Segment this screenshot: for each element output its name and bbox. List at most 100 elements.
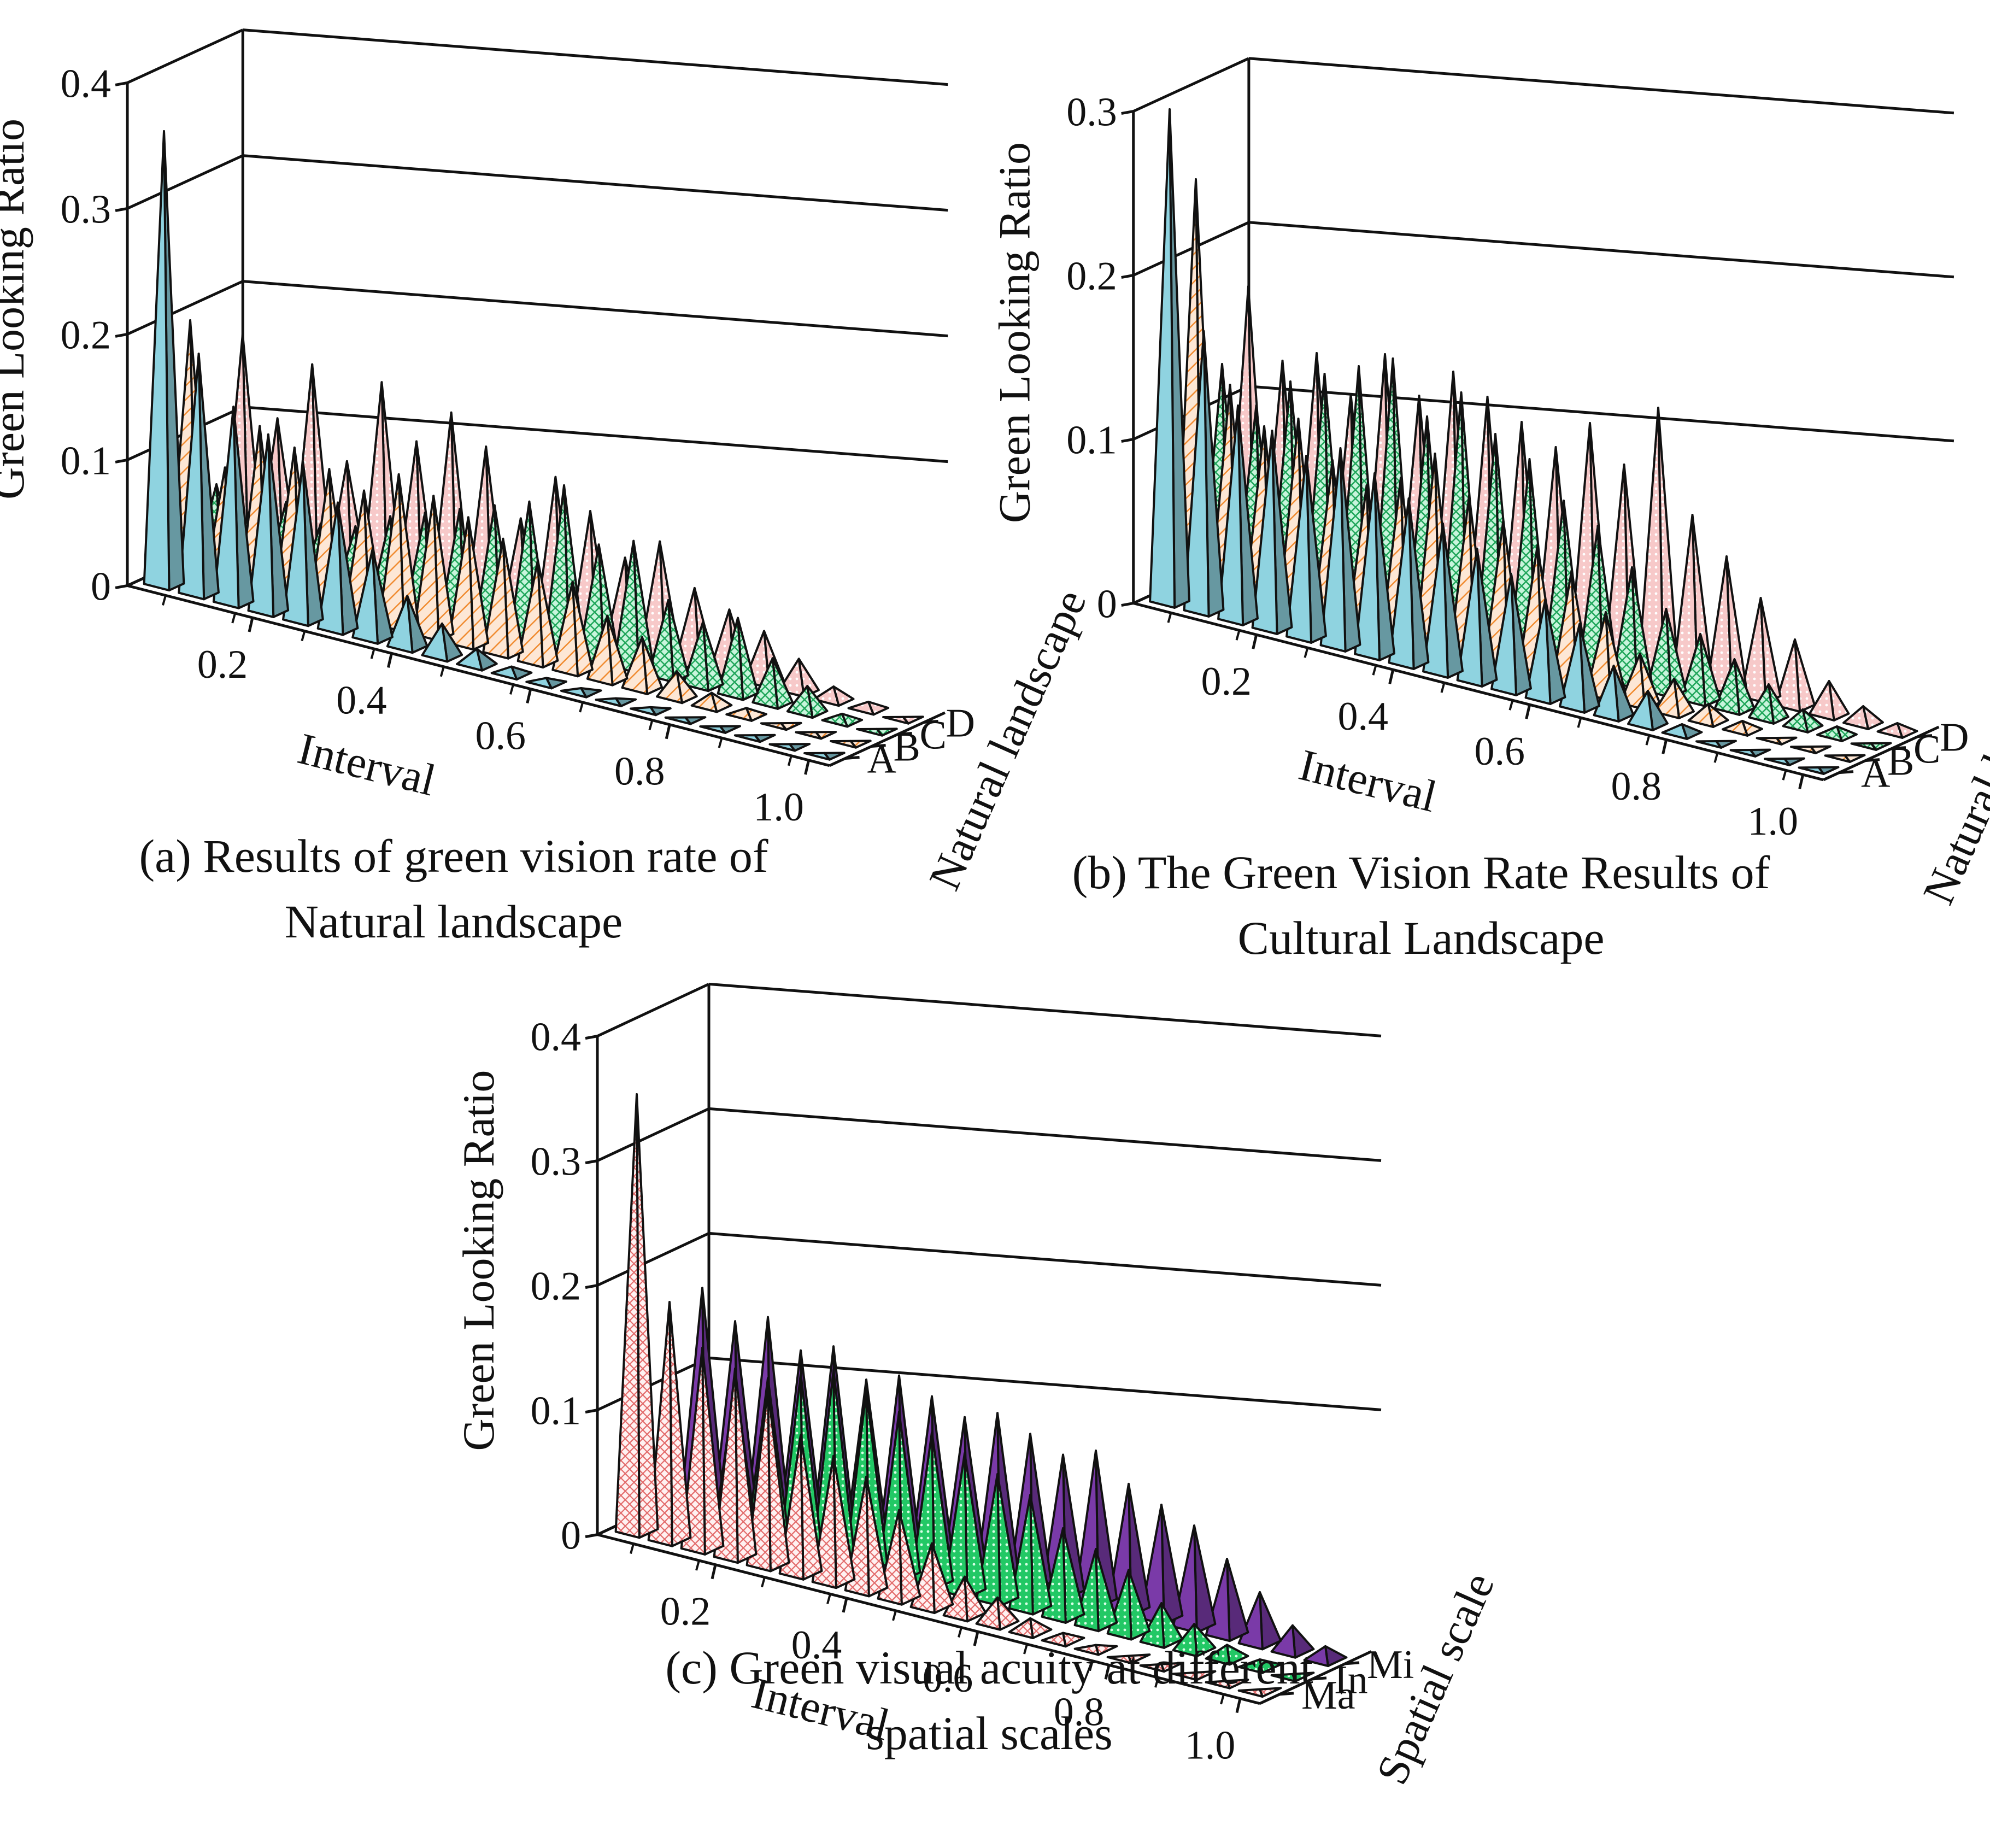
pyramid-bar bbox=[882, 715, 924, 725]
z-tick bbox=[1917, 734, 1933, 738]
y-grid-side bbox=[1132, 57, 1249, 113]
y-tick-label: 0.4 bbox=[61, 61, 111, 106]
pyramid-bar bbox=[612, 539, 655, 674]
x-minor-tick bbox=[1782, 770, 1787, 781]
caption-b-line1: (b) The Green Vision Rate Results of bbox=[1072, 846, 1770, 899]
pyramid-bar bbox=[699, 725, 741, 734]
x-minor-tick bbox=[1154, 1677, 1159, 1688]
x-minor-tick bbox=[718, 737, 723, 748]
y-tick bbox=[115, 458, 128, 464]
pyramid-bar bbox=[1172, 1670, 1217, 1681]
y-tick bbox=[115, 81, 128, 86]
y-tick bbox=[585, 1035, 598, 1040]
z-tick-label: B bbox=[1887, 740, 1914, 784]
x-minor-tick bbox=[1023, 1644, 1028, 1655]
pyramid-bar bbox=[1149, 108, 1190, 609]
y-tick bbox=[1121, 110, 1134, 115]
caption-c-line1: (c) Green visual acuity at different bbox=[665, 1641, 1313, 1694]
x-minor-tick bbox=[1167, 612, 1172, 623]
pyramid-bar bbox=[1172, 1524, 1217, 1634]
z-tick bbox=[1279, 1692, 1294, 1696]
pyramid-bar bbox=[178, 353, 220, 601]
y-tick-label: 0 bbox=[561, 1513, 581, 1558]
pyramid-bar bbox=[975, 1596, 1020, 1631]
pyramid-bar bbox=[1774, 638, 1816, 713]
pyramid-bar bbox=[1205, 1679, 1249, 1689]
z-tick bbox=[1312, 1676, 1327, 1681]
pyramid-bar bbox=[1106, 1653, 1151, 1664]
pyramid-bar bbox=[1713, 658, 1756, 716]
pyramid-bar bbox=[621, 636, 664, 695]
pyramid-bar bbox=[1876, 722, 1918, 739]
pyramid-bar bbox=[760, 721, 802, 731]
y-grid-side bbox=[126, 280, 244, 336]
x-tick bbox=[1798, 774, 1805, 789]
x-tick bbox=[1388, 669, 1395, 684]
z-tick-label: B bbox=[894, 725, 920, 770]
caption-a-line1: (a) Results of green vision rate of bbox=[139, 830, 768, 882]
y-tick-label: 0 bbox=[91, 564, 111, 609]
pyramid-bar bbox=[1661, 723, 1703, 740]
pyramid-bar bbox=[1456, 548, 1498, 688]
x-tick bbox=[1235, 1698, 1242, 1714]
z-tick bbox=[1839, 770, 1854, 775]
x-minor-tick bbox=[787, 755, 793, 766]
z-tick-label: C bbox=[920, 713, 947, 758]
pyramid-bar bbox=[733, 734, 776, 743]
x-minor-tick bbox=[439, 666, 445, 677]
x-tick-label: 0.2 bbox=[1201, 659, 1252, 704]
x-minor-tick bbox=[1440, 682, 1446, 693]
y-tick bbox=[115, 332, 128, 338]
pyramid-bar bbox=[1139, 1662, 1184, 1673]
z-tick bbox=[1865, 758, 1880, 762]
pyramid-bar bbox=[247, 433, 290, 618]
pyramid-bar bbox=[595, 697, 637, 707]
pyramid-bar bbox=[1388, 497, 1430, 670]
y-grid-side bbox=[126, 28, 244, 84]
pyramid-bar bbox=[1237, 1658, 1282, 1674]
pyramid-bar bbox=[1850, 742, 1892, 751]
y-axis-title: Green Looking Ratio bbox=[0, 119, 33, 500]
x-minor-tick bbox=[1220, 1694, 1225, 1705]
y-tick-label: 0.1 bbox=[531, 1389, 582, 1434]
y-grid-side bbox=[596, 1357, 710, 1411]
pyramid-bar bbox=[1008, 1617, 1053, 1639]
pyramid-bar bbox=[516, 559, 559, 669]
x-minor-tick bbox=[509, 684, 514, 695]
pyramid-bar bbox=[490, 665, 533, 681]
x-axis-line bbox=[597, 1533, 1260, 1705]
caption-b-line2: Cultural Landscape bbox=[1237, 912, 1604, 964]
pyramid-bar bbox=[1722, 720, 1763, 737]
pyramid-bar bbox=[1041, 1632, 1085, 1648]
pyramid-bar bbox=[1653, 678, 1695, 719]
pyramid-bar bbox=[456, 648, 498, 672]
x-tick bbox=[711, 1564, 717, 1580]
pyramid-bar bbox=[1319, 447, 1361, 653]
x-minor-tick bbox=[1235, 630, 1241, 641]
pyramid-bar bbox=[1559, 623, 1600, 714]
y-tick-label: 0.4 bbox=[531, 1015, 582, 1060]
pyramid-bar bbox=[630, 706, 672, 717]
pyramid-bar bbox=[1756, 736, 1798, 746]
y-tick-label: 0.3 bbox=[531, 1140, 582, 1184]
pyramid-bar bbox=[1303, 1645, 1348, 1668]
pyramid-bar bbox=[1524, 598, 1566, 705]
x-minor-tick bbox=[1713, 752, 1719, 763]
y-tick bbox=[585, 1284, 598, 1289]
pyramid-bar bbox=[1205, 1644, 1249, 1666]
pyramid-bar bbox=[386, 595, 428, 654]
x-tick-label: 0.8 bbox=[1611, 764, 1662, 809]
x-minor-tick bbox=[1304, 647, 1309, 658]
x-minor-tick bbox=[648, 720, 654, 731]
pyramid-bar bbox=[282, 461, 324, 627]
pyramid-bar bbox=[1748, 683, 1789, 725]
y-tick bbox=[585, 1533, 598, 1539]
y-grid-back bbox=[1248, 385, 1954, 443]
x-minor-tick bbox=[301, 631, 306, 642]
x-minor-tick bbox=[1089, 1661, 1094, 1671]
x-tick-label: 0.4 bbox=[336, 678, 387, 723]
z-tick bbox=[924, 719, 938, 724]
pyramid-bar bbox=[664, 716, 707, 725]
